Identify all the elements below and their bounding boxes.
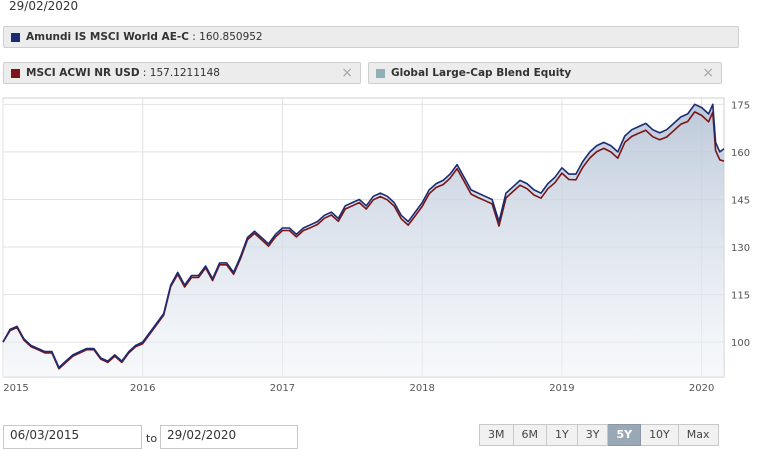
x-tick-label: 2016	[130, 383, 155, 394]
legend-index-label: MSCI ACWI NR USD : 157.1211148	[26, 67, 220, 79]
selected-date: 29/02/2020	[9, 0, 79, 13]
from-date-input[interactable]: 06/03/2015	[3, 425, 142, 449]
legend-fund-value: : 160.850952	[188, 31, 263, 43]
remove-index-close-icon[interactable]: ×	[341, 65, 353, 81]
range-button-5y[interactable]: 5Y	[608, 424, 642, 446]
range-button-1y[interactable]: 1Y	[547, 424, 578, 446]
legend-index: MSCI ACWI NR USD : 157.1211148 ×	[3, 62, 361, 84]
to-date-input[interactable]: 29/02/2020	[160, 425, 298, 449]
y-tick-label: 175	[731, 100, 750, 111]
x-tick-label: 2020	[689, 383, 714, 394]
fund-area-fill	[3, 104, 724, 378]
to-label: to	[146, 432, 158, 445]
x-tick-label: 2019	[549, 383, 574, 394]
x-tick-label: 2017	[270, 383, 295, 394]
legend-index-swatch	[11, 69, 20, 78]
performance-chart: 2015 2016 2017 2018 2019 2020 100 115 130 145 160 1…	[2, 97, 750, 394]
y-tick-label: 100	[731, 338, 750, 349]
x-tick-label: 2018	[409, 383, 434, 394]
remove-category-close-icon[interactable]: ×	[702, 65, 714, 81]
y-tick-label: 160	[731, 148, 750, 159]
legend-fund-label: Amundi IS MSCI World AE-C : 160.850952	[26, 31, 263, 43]
y-tick-label: 115	[731, 291, 750, 302]
range-button-max[interactable]: Max	[678, 424, 719, 446]
legend-category: Global Large-Cap Blend Equity ×	[368, 62, 722, 84]
legend-category-swatch	[376, 69, 385, 78]
legend-fund-swatch	[11, 33, 20, 42]
range-button-3m[interactable]: 3M	[479, 424, 514, 446]
range-button-6m[interactable]: 6M	[513, 424, 547, 446]
range-selector: 3M 6M 1Y 3Y 5Y 10Y Max	[479, 424, 719, 446]
range-button-10y[interactable]: 10Y	[641, 424, 679, 446]
y-tick-label: 130	[731, 243, 750, 254]
range-button-3y[interactable]: 3Y	[577, 424, 609, 446]
legend-index-value: : 157.1211148	[139, 67, 220, 79]
x-tick-label: 2015	[3, 383, 28, 394]
legend-fund: Amundi IS MSCI World AE-C : 160.850952	[3, 26, 739, 48]
y-tick-label: 145	[731, 195, 750, 206]
series-line-amundi-is-msci-world-ae-c	[2, 103, 725, 369]
legend-category-label: Global Large-Cap Blend Equity	[391, 67, 572, 79]
